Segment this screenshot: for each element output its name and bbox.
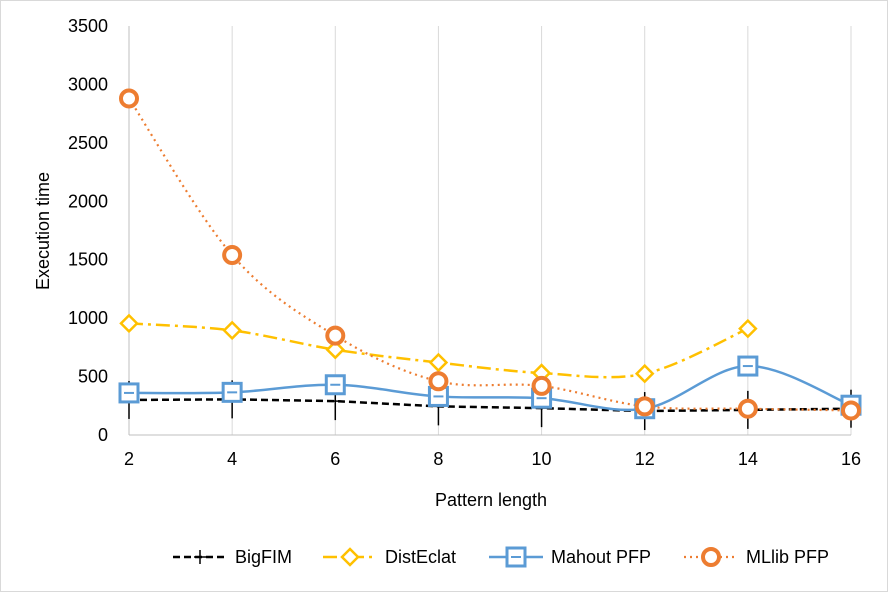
data-point-mllib-pfp xyxy=(634,396,655,417)
legend-label-bigfim: BigFIM xyxy=(235,547,292,567)
y-tick-label: 3500 xyxy=(68,16,108,36)
data-point-mllib-pfp xyxy=(119,88,139,109)
legend-marker-mllib-pfp xyxy=(701,547,721,567)
data-point-disteclat xyxy=(428,352,449,373)
x-tick-label: 2 xyxy=(124,449,134,469)
axes: 0 500 1000 1500 2000 2500 3000 3500 2 4 6 8 10 12 14 16 xyxy=(68,16,861,469)
data-point-disteclat xyxy=(634,363,655,384)
x-axis-title: Pattern length xyxy=(435,490,547,510)
legend-marker-disteclat xyxy=(340,547,360,567)
legend-item-disteclat: DistEclat xyxy=(323,547,456,567)
legend-label-mahout-pfp: Mahout PFP xyxy=(551,547,651,567)
x-tick-label: 10 xyxy=(532,449,552,469)
x-tick-label: 14 xyxy=(738,449,758,469)
x-tick-label: 6 xyxy=(330,449,340,469)
series-markers xyxy=(118,88,862,431)
legend-marker-bigfim xyxy=(194,550,206,564)
legend-item-mllib-pfp: MLlib PFP xyxy=(684,547,829,567)
data-point-mahout-pfp xyxy=(324,374,346,396)
grid-lines xyxy=(231,26,852,435)
x-tick-label: 4 xyxy=(227,449,237,469)
y-tick-label: 0 xyxy=(98,425,108,445)
data-point-disteclat xyxy=(738,318,758,339)
y-tick-label: 3000 xyxy=(68,74,108,94)
data-point-mllib-pfp xyxy=(737,398,758,419)
legend-marker-mahout-pfp xyxy=(505,546,527,568)
x-tick-label: 16 xyxy=(841,449,861,469)
data-point-disteclat xyxy=(325,339,346,360)
legend-item-mahout-pfp: Mahout PFP xyxy=(489,546,651,568)
y-axis-title: Execution time xyxy=(33,172,53,290)
y-tick-label: 1000 xyxy=(68,308,108,328)
data-point-mahout-pfp xyxy=(737,355,759,377)
y-tick-label: 500 xyxy=(78,367,108,387)
data-point-mllib-pfp xyxy=(531,375,552,396)
data-point-disteclat xyxy=(119,313,139,334)
y-tick-label: 2500 xyxy=(68,133,108,153)
data-point-mllib-pfp xyxy=(841,400,861,421)
data-point-mahout-pfp xyxy=(118,382,140,404)
data-point-mllib-pfp xyxy=(325,325,346,346)
y-tick-label: 1500 xyxy=(68,250,108,270)
data-point-mllib-pfp xyxy=(428,371,449,392)
x-tick-label: 8 xyxy=(433,449,443,469)
data-point-mllib-pfp xyxy=(222,245,243,266)
y-tick-label: 2000 xyxy=(68,191,108,211)
legend-label-mllib-pfp: MLlib PFP xyxy=(746,547,829,567)
series-line-mahout-pfp xyxy=(128,364,852,412)
x-tick-label: 12 xyxy=(635,449,655,469)
data-point-disteclat xyxy=(222,320,242,341)
legend-label-disteclat: DistEclat xyxy=(385,547,456,567)
legend-item-bigfim: BigFIM xyxy=(173,547,292,567)
data-point-mahout-pfp xyxy=(221,381,243,403)
legend: BigFIM DistEclat Mahout PFP MLlib PFP xyxy=(173,546,829,568)
